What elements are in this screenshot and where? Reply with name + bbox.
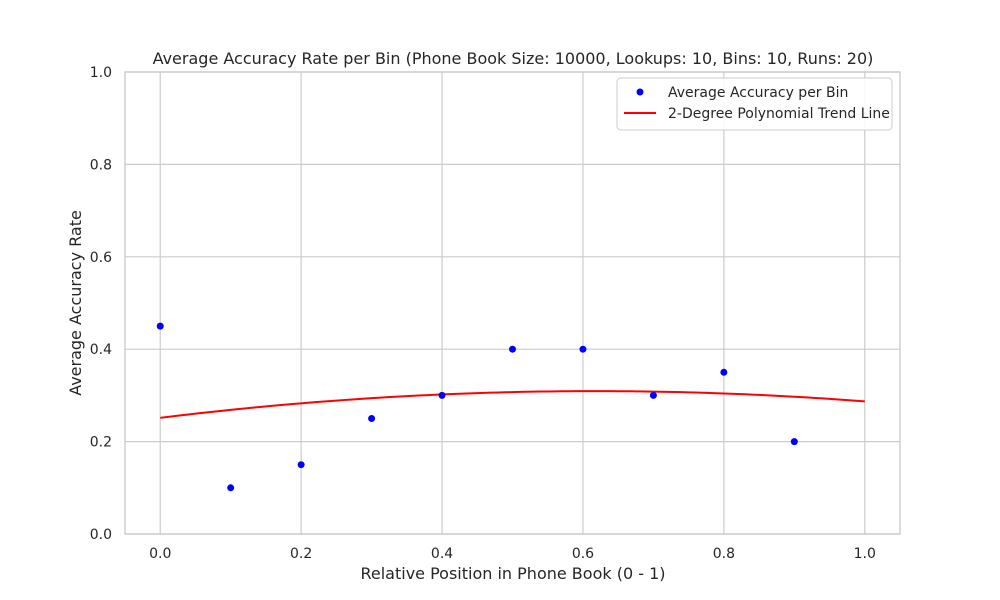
x-axis-label: Relative Position in Phone Book (0 - 1) xyxy=(360,564,665,583)
x-tick-label: 0.4 xyxy=(431,546,453,562)
chart-title: Average Accuracy Rate per Bin (Phone Boo… xyxy=(153,49,874,68)
data-point xyxy=(156,322,164,330)
legend: Average Accuracy per Bin 2-Degree Polyno… xyxy=(616,77,893,131)
legend-trend-line-label: 2-Degree Polynomial Trend Line xyxy=(668,106,890,122)
y-tick-labels: 0.0 0.2 0.4 0.6 0.8 1.0 xyxy=(90,65,112,543)
data-point xyxy=(649,391,657,399)
scatter-points xyxy=(156,322,798,492)
y-tick-label: 0.0 xyxy=(90,527,112,543)
legend-box xyxy=(616,77,893,131)
trend-line-layer xyxy=(160,390,865,419)
legend-scatter-marker xyxy=(636,88,644,96)
y-axis-label: Average Accuracy Rate xyxy=(66,210,85,396)
plot-frame xyxy=(124,71,901,535)
x-tick-label: 0.0 xyxy=(149,546,171,562)
x-tick-label: 0.2 xyxy=(290,546,312,562)
grid-lines xyxy=(125,71,900,535)
data-point xyxy=(227,484,235,492)
data-point xyxy=(297,461,305,469)
y-tick-label: 1.0 xyxy=(90,65,112,81)
data-point xyxy=(368,415,376,422)
y-tick-label: 0.6 xyxy=(90,250,112,266)
data-point xyxy=(509,345,516,353)
trend-line xyxy=(160,390,865,419)
y-tick-label: 0.8 xyxy=(90,157,112,173)
data-point xyxy=(579,345,587,353)
x-tick-label: 1.0 xyxy=(854,546,876,562)
data-point xyxy=(438,391,446,399)
legend-scatter-label: Average Accuracy per Bin xyxy=(668,85,848,101)
x-tick-label: 0.8 xyxy=(713,546,735,562)
x-tick-labels: 0.0 0.2 0.4 0.6 0.8 1.0 xyxy=(149,546,876,562)
data-point xyxy=(720,368,728,376)
y-tick-label: 0.4 xyxy=(90,342,112,358)
y-tick-label: 0.2 xyxy=(90,435,112,451)
x-tick-label: 0.6 xyxy=(572,546,594,562)
data-point xyxy=(790,438,798,446)
